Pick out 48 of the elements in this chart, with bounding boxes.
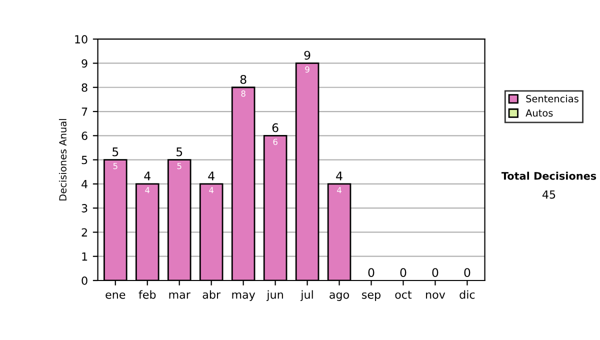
y-tick-label: 9 [82, 59, 88, 68]
x-tick-label: nov [426, 292, 446, 299]
x-tick-label: dic [460, 290, 475, 299]
x-tick-label: sep [362, 292, 380, 301]
total-label: 8 [240, 74, 246, 84]
legend-label: Sentencias [526, 94, 578, 102]
y-tick-label: 5 [82, 156, 88, 164]
total-label: 4 [208, 172, 214, 180]
text: 45 [542, 190, 556, 199]
total-label: 4 [144, 172, 150, 180]
x-tick-label: jun [266, 290, 283, 301]
x-tick-label: may [232, 292, 256, 301]
total-label: 9 [304, 50, 310, 60]
x-tick-label: abr [202, 290, 221, 299]
y-tick-label: 6 [82, 132, 88, 140]
y-tick-label: 4 [82, 180, 88, 188]
total-label: 6 [272, 123, 278, 132]
data-label: 9 [305, 66, 310, 73]
x-tick-label: oct [395, 290, 412, 299]
x-tick-label: ago [330, 292, 349, 301]
y-tick-label: 3 [82, 204, 88, 212]
data-label: 6 [273, 138, 278, 146]
data-label: 4 [209, 187, 214, 194]
data-label: 4 [337, 187, 342, 194]
legend-label: Autos [526, 109, 553, 117]
total-label: 5 [112, 148, 118, 156]
total-label: 0 [464, 268, 470, 278]
y-tick-label: 1 [82, 252, 88, 261]
data-label: 5 [177, 162, 182, 170]
text: Total Decisiones [501, 172, 596, 180]
y-tick-label: 2 [82, 228, 87, 236]
x-tick-label: feb [138, 290, 156, 299]
total-label: 5 [176, 148, 182, 156]
x-tick-label: ene [106, 292, 126, 299]
y-tick-label: 8 [82, 83, 88, 92]
x-tick-label: mar [169, 292, 190, 299]
data-label: 8 [241, 90, 246, 97]
total-label: 0 [368, 268, 374, 278]
y-tick-label: 0 [82, 276, 88, 285]
data-label: 4 [145, 187, 150, 194]
data-label: 5 [113, 162, 118, 170]
y-tick-label: 10 [75, 35, 88, 44]
total-label: 0 [400, 268, 406, 278]
total-label: 0 [432, 268, 438, 278]
x-tick-label: jul [300, 290, 313, 301]
y-axis-title: Decisiones Anual [58, 119, 66, 200]
y-tick-label: 7 [82, 108, 88, 116]
total-label: 4 [336, 172, 342, 180]
